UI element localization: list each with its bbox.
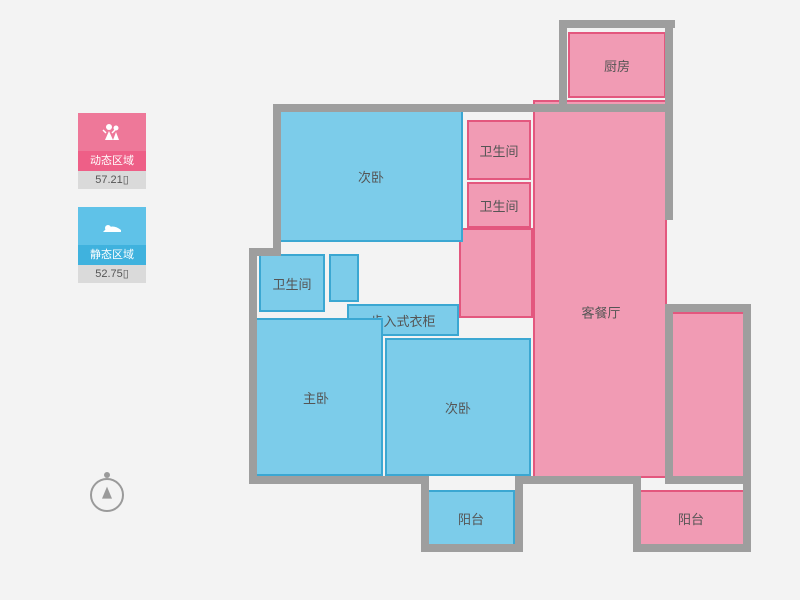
room-bath1: 卫生间 bbox=[467, 120, 531, 180]
wall-16 bbox=[633, 476, 641, 552]
room-label-kitchen: 厨房 bbox=[604, 56, 630, 75]
wall-7 bbox=[665, 304, 751, 312]
wall-5 bbox=[665, 476, 751, 484]
wall-4 bbox=[665, 304, 673, 480]
wall-17 bbox=[633, 544, 749, 552]
legend-dynamic-value: 57.21▯ bbox=[78, 171, 146, 189]
wall-11 bbox=[249, 476, 429, 484]
room-balcony2: 阳台 bbox=[637, 490, 745, 546]
wall-2 bbox=[559, 20, 567, 112]
room-label-bedroom2a: 次卧 bbox=[358, 167, 384, 186]
legend: 动态区域 57.21▯ 静态区域 52.75▯ bbox=[78, 113, 146, 301]
canvas: 动态区域 57.21▯ 静态区域 52.75▯ 厨房卫生间卫生间客餐厅阳台次卧卫… bbox=[0, 0, 800, 600]
legend-static-swatch bbox=[78, 207, 146, 245]
wall-8 bbox=[273, 104, 281, 250]
wall-3 bbox=[665, 20, 673, 220]
wall-12 bbox=[515, 476, 641, 484]
room-label-balcony2: 阳台 bbox=[678, 509, 704, 528]
room-bath2: 卫生间 bbox=[467, 182, 531, 228]
legend-static: 静态区域 52.75▯ bbox=[78, 207, 146, 283]
wall-6 bbox=[743, 304, 751, 484]
room-label-bath2: 卫生间 bbox=[479, 196, 518, 215]
compass-icon bbox=[90, 478, 124, 512]
wall-13 bbox=[421, 476, 429, 552]
legend-static-label: 静态区域 bbox=[78, 245, 146, 265]
room-label-master: 主卧 bbox=[303, 388, 329, 407]
room-label-bath3: 卫生间 bbox=[272, 274, 311, 293]
room-living: 客餐厅 bbox=[533, 100, 667, 478]
room-label-living: 客餐厅 bbox=[581, 303, 620, 322]
wall-10 bbox=[249, 248, 257, 482]
room-bath3: 卫生间 bbox=[259, 254, 325, 312]
room-balcony1: 阳台 bbox=[427, 490, 515, 546]
room-label-bath1: 卫生间 bbox=[479, 141, 518, 160]
room-master: 主卧 bbox=[249, 318, 383, 476]
legend-dynamic-swatch bbox=[78, 113, 146, 151]
wall-0 bbox=[273, 104, 673, 112]
room-living_ext bbox=[667, 312, 745, 478]
room-corridor bbox=[459, 228, 533, 318]
room-closet_tiny bbox=[329, 254, 359, 302]
room-bedroom2b: 次卧 bbox=[385, 338, 531, 476]
wall-14 bbox=[421, 544, 521, 552]
room-bedroom2a: 次卧 bbox=[279, 110, 463, 242]
legend-dynamic: 动态区域 57.21▯ bbox=[78, 113, 146, 189]
legend-dynamic-label: 动态区域 bbox=[78, 151, 146, 171]
sleep-icon bbox=[99, 216, 125, 236]
floorplan: 厨房卫生间卫生间客餐厅阳台次卧卫生间步入式衣柜主卧次卧阳台 bbox=[249, 20, 759, 572]
legend-static-value: 52.75▯ bbox=[78, 265, 146, 283]
room-label-balcony1: 阳台 bbox=[458, 509, 484, 528]
people-icon bbox=[99, 122, 125, 142]
room-kitchen: 厨房 bbox=[568, 32, 666, 98]
wall-15 bbox=[515, 476, 523, 552]
wall-1 bbox=[559, 20, 675, 28]
wall-18 bbox=[743, 476, 751, 552]
room-label-bedroom2b: 次卧 bbox=[445, 398, 471, 417]
